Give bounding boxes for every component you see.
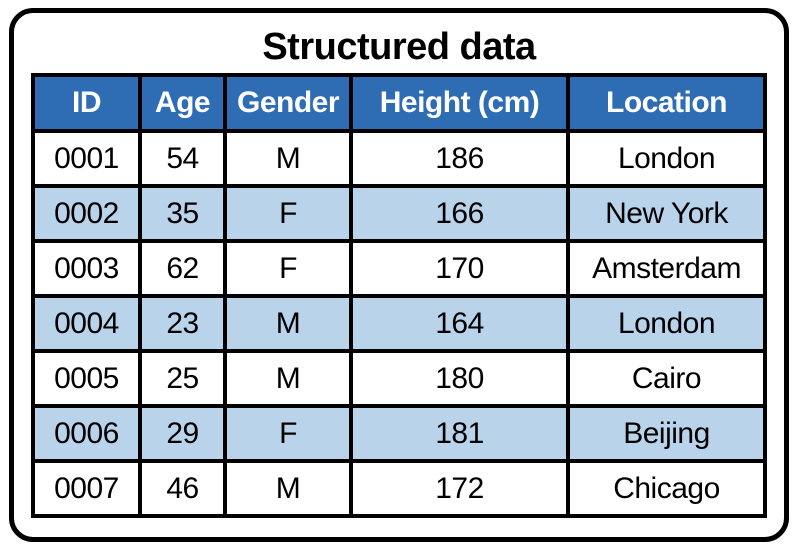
cell-id: 0001 — [31, 129, 142, 188]
cell-gender: F — [223, 184, 353, 243]
figure-frame: Structured data ID Age Gender Height (cm… — [9, 8, 789, 542]
cell-location: Amsterdam — [566, 239, 767, 298]
cell-age: 54 — [138, 129, 227, 188]
cell-height: 166 — [349, 184, 570, 243]
table-row: 0003 62 F 170 Amsterdam — [31, 239, 767, 298]
cell-height: 172 — [349, 459, 570, 518]
col-header-id: ID — [31, 73, 142, 133]
col-header-gender: Gender — [223, 73, 353, 133]
cell-height: 186 — [349, 129, 570, 188]
cell-gender: F — [223, 239, 353, 298]
cell-age: 25 — [138, 349, 227, 408]
col-header-age: Age — [138, 73, 227, 133]
cell-gender: M — [223, 459, 353, 518]
cell-height: 181 — [349, 404, 570, 463]
table-row: 0007 46 M 172 Chicago — [31, 459, 767, 518]
cell-id: 0007 — [31, 459, 142, 518]
col-header-height: Height (cm) — [349, 73, 570, 133]
cell-id: 0006 — [31, 404, 142, 463]
cell-id: 0005 — [31, 349, 142, 408]
cell-id: 0004 — [31, 294, 142, 353]
table-row: 0004 23 M 164 London — [31, 294, 767, 353]
table-row: 0005 25 M 180 Cairo — [31, 349, 767, 408]
cell-age: 23 — [138, 294, 227, 353]
cell-age: 46 — [138, 459, 227, 518]
cell-gender: M — [223, 294, 353, 353]
cell-age: 35 — [138, 184, 227, 243]
cell-gender: M — [223, 129, 353, 188]
cell-location: Chicago — [566, 459, 767, 518]
table-row: 0001 54 M 186 London — [31, 129, 767, 188]
cell-location: London — [566, 294, 767, 353]
cell-location: Cairo — [566, 349, 767, 408]
cell-height: 180 — [349, 349, 570, 408]
header-row: ID Age Gender Height (cm) Location — [31, 73, 767, 133]
cell-id: 0003 — [31, 239, 142, 298]
figure-title: Structured data — [262, 26, 536, 68]
cell-age: 62 — [138, 239, 227, 298]
table-row: 0002 35 F 166 New York — [31, 184, 767, 243]
cell-location: London — [566, 129, 767, 188]
col-header-location: Location — [566, 73, 767, 133]
table-header: ID Age Gender Height (cm) Location — [31, 73, 767, 133]
cell-location: New York — [566, 184, 767, 243]
cell-gender: F — [223, 404, 353, 463]
cell-gender: M — [223, 349, 353, 408]
cell-age: 29 — [138, 404, 227, 463]
cell-height: 164 — [349, 294, 570, 353]
cell-height: 170 — [349, 239, 570, 298]
cell-id: 0002 — [31, 184, 142, 243]
cell-location: Beijing — [566, 404, 767, 463]
structured-data-table: ID Age Gender Height (cm) Location 0001 … — [31, 73, 767, 518]
table-row: 0006 29 F 181 Beijing — [31, 404, 767, 463]
table-body: 0001 54 M 186 London 0002 35 F 166 New Y… — [31, 129, 767, 518]
